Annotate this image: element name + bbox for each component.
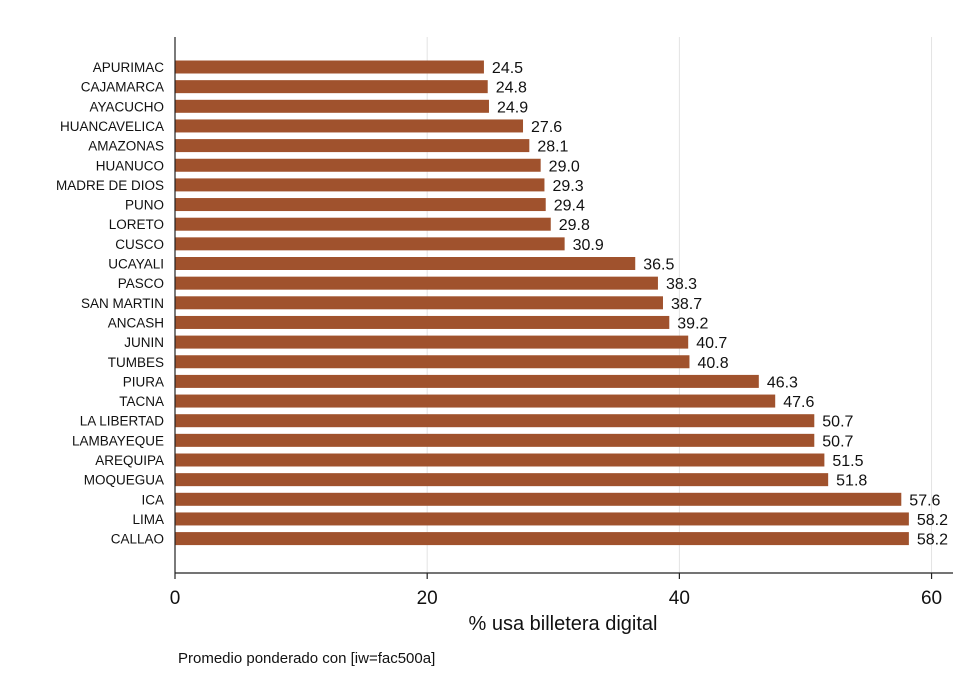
bar: [175, 355, 690, 369]
category-label: ANCASH: [108, 315, 164, 330]
category-label: LORETO: [109, 217, 164, 232]
data-label: 36.5: [643, 257, 674, 274]
category-label: AMAZONAS: [88, 139, 164, 154]
bar: [175, 374, 759, 388]
bar: [175, 158, 541, 172]
category-label: APURIMAC: [93, 60, 165, 75]
data-label: 58.2: [917, 532, 948, 549]
category-label: SAN MARTIN: [81, 296, 164, 311]
data-label: 29.4: [554, 198, 585, 215]
bar: [175, 512, 909, 526]
data-label: 24.8: [496, 80, 527, 97]
category-label: AREQUIPA: [95, 453, 164, 468]
bar: [175, 276, 658, 290]
bar: [175, 473, 829, 487]
category-label: JUNIN: [124, 335, 164, 350]
x-axis-title: % usa billetera digital: [469, 613, 658, 635]
category-label: HUANCAVELICA: [60, 119, 164, 134]
data-label: 50.7: [822, 414, 853, 431]
data-label: 29.8: [559, 217, 590, 234]
data-label: 24.5: [492, 60, 523, 77]
data-label: 47.6: [783, 394, 814, 411]
data-label: 38.3: [666, 276, 697, 293]
data-label: 24.9: [497, 99, 528, 116]
data-label: 27.6: [531, 119, 562, 136]
category-label: AYACUCHO: [89, 99, 164, 114]
x-tick-label: 40: [669, 588, 690, 609]
category-label: MOQUEGUA: [84, 473, 164, 488]
bar: [175, 414, 815, 428]
data-label: 58.2: [917, 512, 948, 529]
axes: 0 20 40 60: [170, 37, 953, 609]
category-label: CUSCO: [115, 237, 164, 252]
bar: [175, 178, 545, 192]
x-tick-label: 0: [170, 588, 181, 609]
data-label: 29.0: [549, 158, 580, 175]
category-label: MADRE DE DIOS: [56, 178, 164, 193]
category-label: ICA: [141, 492, 164, 507]
bar: [175, 335, 689, 349]
bar: [175, 257, 636, 270]
category-label: HUANUCO: [96, 158, 164, 173]
category-label: CAJAMARCA: [81, 80, 164, 95]
footnote: Promedio ponderado con [iw=fac500a]: [178, 650, 435, 667]
bar: [175, 237, 565, 251]
data-label: 57.6: [909, 492, 940, 509]
bar: [175, 394, 776, 408]
bar: [175, 453, 825, 467]
category-label: CALLAO: [111, 532, 164, 547]
data-label: 30.9: [573, 237, 604, 254]
data-label: 51.8: [836, 473, 867, 490]
category-label: UCAYALI: [108, 257, 164, 272]
data-label: 50.7: [822, 433, 853, 450]
bar: [175, 296, 663, 310]
bar: [175, 198, 546, 212]
bar: [175, 492, 902, 506]
bar: [175, 532, 909, 546]
bar: [175, 99, 489, 113]
bar: [175, 315, 670, 329]
data-label: 51.5: [832, 453, 863, 470]
category-label: PASCO: [118, 276, 164, 291]
bar: [175, 60, 484, 74]
data-label: 39.2: [677, 315, 708, 332]
data-label: 29.3: [552, 178, 583, 195]
bar: [175, 433, 815, 447]
x-tick-label: 60: [921, 588, 942, 609]
data-label: 28.1: [537, 139, 568, 156]
bar: [175, 119, 524, 133]
bar: [175, 139, 530, 153]
data-label: 46.3: [767, 374, 798, 391]
bar: [175, 80, 488, 94]
data-label: 38.7: [671, 296, 702, 313]
category-label: TUMBES: [108, 355, 164, 370]
category-label: PUNO: [125, 198, 164, 213]
bar: [175, 217, 551, 231]
category-label: LIMA: [132, 512, 164, 527]
data-label: 40.7: [696, 335, 727, 352]
category-label: TACNA: [119, 394, 164, 409]
data-label: 40.8: [697, 355, 728, 372]
bars: APURIMAC 24.5 CAJAMARCA 24.8 AYACUCHO 24.9 HUA…: [56, 60, 948, 549]
category-label: PIURA: [123, 374, 164, 389]
category-label: LAMBAYEQUE: [72, 433, 164, 448]
x-tick-label: 20: [417, 588, 438, 609]
category-label: LA LIBERTAD: [80, 414, 165, 429]
